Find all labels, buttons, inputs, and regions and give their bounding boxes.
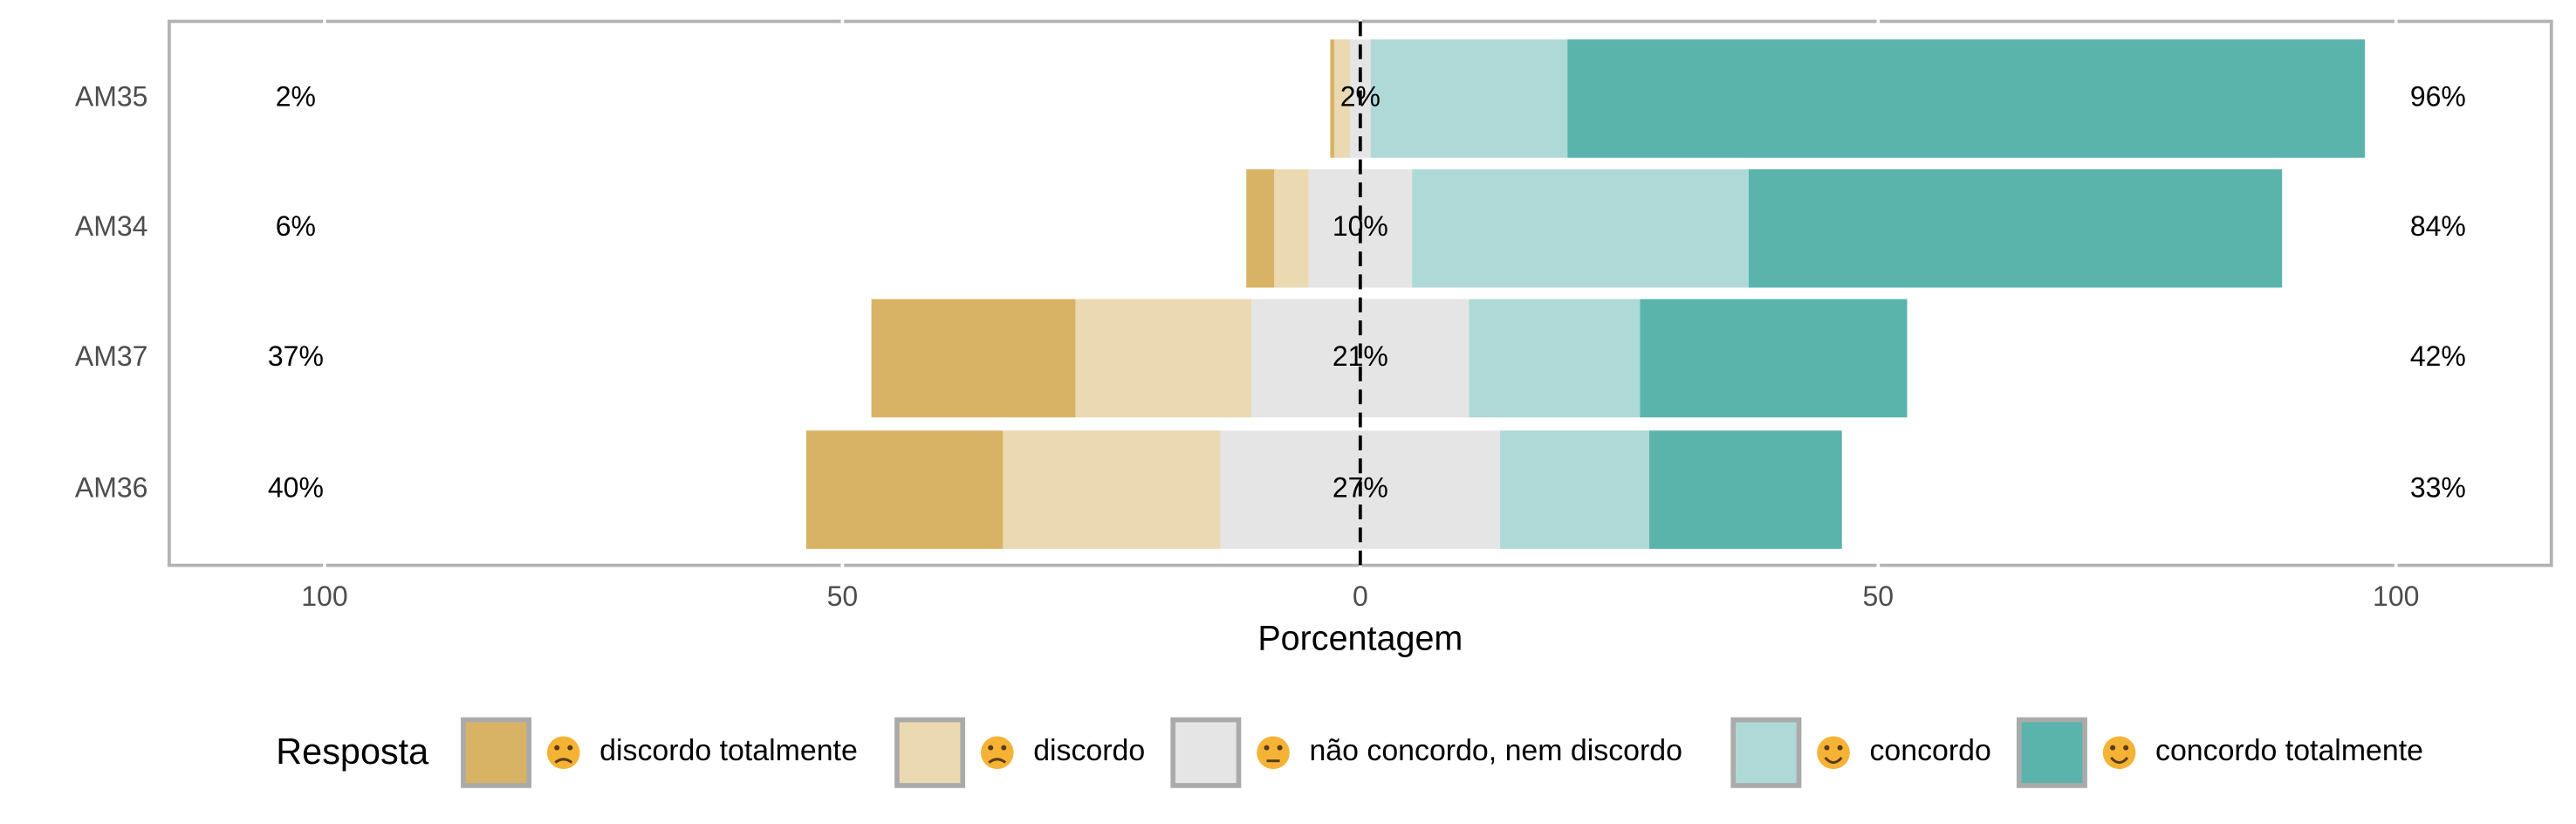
high-label: 84% — [2410, 210, 2466, 242]
emoji-eye — [1264, 745, 1270, 751]
bar-segment — [1500, 430, 1649, 549]
emoji-eye — [554, 745, 560, 751]
emoji-eye — [1837, 745, 1843, 751]
legend-key — [894, 717, 966, 788]
emoji-face — [2102, 736, 2136, 770]
legend-key — [461, 717, 532, 788]
x-tick-label: 0 — [1353, 580, 1368, 612]
emoji-eye — [988, 745, 994, 751]
bar-segment — [805, 430, 1004, 549]
legend-label: concordo totalmente — [2155, 734, 2423, 767]
emoji-mouth — [554, 758, 573, 764]
emoji-eye — [2123, 745, 2129, 751]
bar-segment — [1003, 430, 1221, 549]
x-tick-label: 100 — [2373, 580, 2419, 612]
x-axis-title: Porcentagem — [1257, 620, 1463, 658]
legend-emoji — [1817, 736, 1850, 770]
y-tick-label: AM35 — [75, 80, 148, 112]
emoji-mouth — [988, 758, 1007, 764]
bar-segment — [1412, 168, 1749, 288]
neutral-label: 21% — [1333, 340, 1388, 372]
legend-title: Resposta — [276, 731, 429, 772]
emoji-eye — [1824, 745, 1830, 751]
high-label: 33% — [2410, 472, 2466, 504]
emoji-eye — [1001, 745, 1007, 751]
legend-key — [2016, 717, 2087, 788]
x-tick-label: 50 — [1862, 580, 1894, 612]
legend-emoji — [980, 736, 1014, 770]
legend-emoji — [546, 736, 580, 770]
bar-segment — [1648, 430, 1842, 549]
high-label: 42% — [2410, 340, 2466, 372]
bar-segment — [1567, 39, 2366, 158]
emoji-face — [1257, 736, 1290, 770]
emoji-face — [980, 736, 1014, 770]
bar-segment — [1370, 39, 1568, 158]
bar-segment — [1274, 168, 1309, 288]
x-tick-label: 100 — [301, 580, 347, 612]
emoji-eye — [567, 745, 573, 751]
neutral-label: 27% — [1333, 472, 1388, 504]
y-tick-label: AM34 — [75, 210, 148, 242]
low-label: 2% — [276, 80, 316, 112]
bar-segment — [1330, 39, 1335, 158]
legend-label: não concordo, nem discordo — [1309, 734, 1682, 767]
emoji-eye — [1277, 745, 1283, 751]
bar-segment — [1246, 168, 1275, 288]
legend-key — [1730, 717, 1802, 788]
bar-segment — [871, 299, 1076, 418]
bar-segment — [1334, 39, 1350, 158]
legend-label: concordo — [1869, 734, 1990, 767]
legend-emoji — [2102, 736, 2136, 770]
legend-label: discordo totalmente — [599, 734, 858, 767]
y-tick-label: AM37 — [75, 340, 148, 372]
bar-segment — [1075, 299, 1252, 418]
high-label: 96% — [2410, 80, 2466, 112]
neutral-label: 2% — [1340, 80, 1380, 112]
bar-segment — [1640, 299, 1908, 418]
emoji-eye — [2110, 745, 2116, 751]
low-label: 37% — [268, 340, 324, 372]
legend-key — [1170, 717, 1242, 788]
legend-label: discordo — [1033, 734, 1145, 767]
emoji-mouth — [2110, 756, 2129, 765]
emoji-face — [1817, 736, 1850, 770]
x-tick-label: 50 — [827, 580, 859, 612]
emoji-mouth — [1824, 756, 1843, 765]
y-tick-label: AM36 — [75, 472, 148, 504]
emoji-face — [546, 736, 580, 770]
neutral-label: 10% — [1333, 210, 1388, 242]
bar-segment — [1748, 168, 2283, 288]
bar-segment — [1469, 299, 1641, 418]
legend-emoji — [1257, 736, 1290, 770]
low-label: 40% — [268, 472, 324, 504]
low-label: 6% — [276, 210, 316, 242]
